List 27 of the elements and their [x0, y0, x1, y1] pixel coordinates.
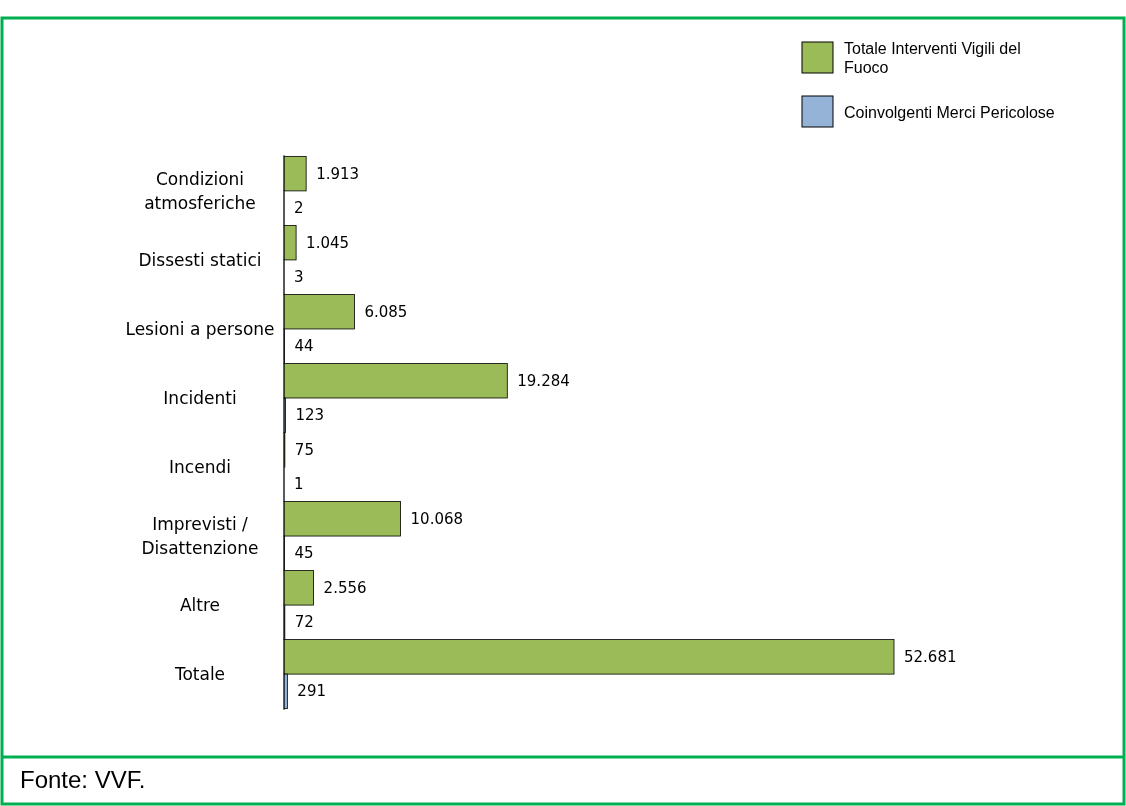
y-tick-label: Altre — [179, 595, 221, 616]
y-tick-label: Incendi — [169, 457, 231, 478]
legend-label: Coinvolgenti Merci Pericolose — [844, 104, 1055, 121]
source-note: Fonte: VVF. — [20, 766, 146, 793]
y-tick-label: Dissesti statici — [138, 249, 262, 270]
y-tick-label: Imprevisti / Disattenzione — [141, 514, 259, 559]
data-label: 1.045 — [306, 233, 350, 252]
data-label: 10.068 — [410, 509, 464, 528]
data-label: 52.681 — [904, 647, 957, 666]
data-label: 1 — [294, 475, 304, 494]
data-label: 44 — [294, 337, 314, 356]
data-label: 19.284 — [517, 371, 570, 390]
y-tick-label: Lesioni a persone — [125, 318, 275, 339]
data-label: 123 — [295, 406, 325, 425]
data-label: 2 — [294, 199, 304, 218]
data-label: 72 — [294, 613, 314, 632]
legend-label: Totale Interventi Vigili del Fuoco — [844, 40, 1021, 76]
y-tick-label: Totale — [173, 664, 226, 685]
y-tick-label: Condizioni atmosferiche — [144, 168, 256, 213]
data-label: 2.556 — [323, 578, 367, 597]
data-label: 6.085 — [364, 302, 408, 321]
y-tick-label: Incidenti — [163, 387, 237, 408]
data-label: 3 — [294, 268, 304, 287]
data-label: 1.913 — [316, 164, 360, 183]
data-label: 45 — [294, 544, 314, 563]
data-label: 291 — [297, 682, 327, 701]
data-label: 75 — [294, 440, 314, 459]
